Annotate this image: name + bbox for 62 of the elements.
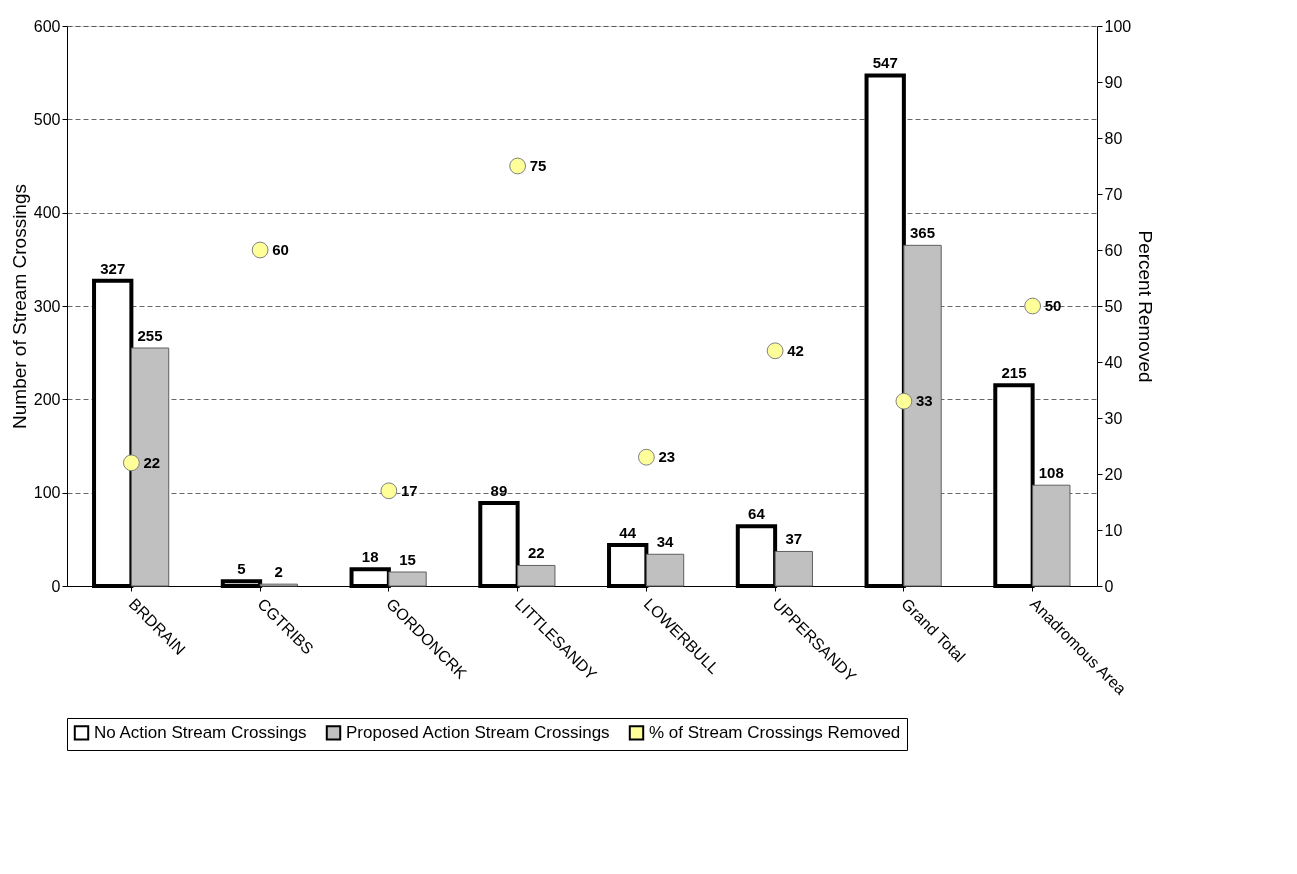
data-label: 44 <box>619 523 637 541</box>
y-tick-label: 500 <box>33 110 61 128</box>
legend-label: % of Stream Crossings Removed <box>649 722 901 742</box>
data-label: 22 <box>143 453 161 471</box>
data-label: 255 <box>137 327 163 344</box>
legend-label: No Action Stream Crossings <box>94 722 307 742</box>
data-label: 23 <box>658 448 676 466</box>
bar <box>645 553 685 587</box>
data-label: 15 <box>399 551 416 568</box>
point <box>766 342 784 360</box>
data-label: 18 <box>361 548 379 566</box>
data-label: 215 <box>1001 364 1027 382</box>
y-axis-title: Number of Stream Crossings <box>8 184 30 429</box>
bar <box>903 244 942 587</box>
point <box>1024 297 1042 315</box>
bar <box>1032 484 1071 587</box>
data-label: 37 <box>785 530 803 548</box>
y2-tick-label: 40 <box>1104 353 1123 371</box>
data-label: 60 <box>272 241 289 258</box>
legend-label: Proposed Action Stream Crossings <box>346 722 610 742</box>
point <box>122 454 140 472</box>
point <box>509 157 527 175</box>
data-label: 365 <box>910 224 936 242</box>
data-label: 64 <box>748 505 766 523</box>
point <box>895 392 913 410</box>
y-tick-label: 600 <box>33 17 61 35</box>
data-label: 75 <box>529 157 547 174</box>
bar <box>388 571 427 587</box>
bar <box>517 564 556 587</box>
bar <box>774 550 813 587</box>
data-label: 327 <box>100 259 126 277</box>
data-label: 5 <box>237 560 246 578</box>
data-label: 547 <box>872 54 898 72</box>
y2-tick-label: 90 <box>1104 73 1123 91</box>
data-label: 89 <box>490 481 508 499</box>
y-tick-label: 400 <box>33 204 61 222</box>
data-label: 34 <box>656 533 675 551</box>
y2-tick-label: 60 <box>1104 241 1123 259</box>
y2-tick-label: 0 <box>1104 577 1114 595</box>
bar <box>130 347 170 587</box>
y-tick-label: 200 <box>33 390 61 408</box>
y2-tick-label: 100 <box>1104 17 1132 35</box>
y-tick-label: 0 <box>51 577 61 595</box>
point <box>637 448 655 466</box>
data-label: 42 <box>787 341 804 359</box>
y-tick-label: 300 <box>33 297 61 315</box>
y2-tick-label: 70 <box>1104 185 1123 203</box>
y2-axis-title: Percent Removed <box>1135 230 1157 383</box>
data-label: 17 <box>400 481 418 499</box>
point <box>251 241 269 259</box>
y2-tick-label: 30 <box>1104 409 1123 427</box>
data-label: 108 <box>1038 464 1064 482</box>
y2-tick-label: 20 <box>1104 465 1123 483</box>
y2-tick-label: 10 <box>1104 521 1123 539</box>
point <box>380 482 398 500</box>
y2-tick-label: 80 <box>1104 129 1123 147</box>
data-label: 2 <box>274 563 283 581</box>
y-tick-label: 100 <box>33 484 61 502</box>
data-label: 22 <box>527 544 545 562</box>
data-label: 33 <box>915 392 933 410</box>
data-label: 50 <box>1044 297 1062 314</box>
y2-tick-label: 50 <box>1104 297 1123 315</box>
